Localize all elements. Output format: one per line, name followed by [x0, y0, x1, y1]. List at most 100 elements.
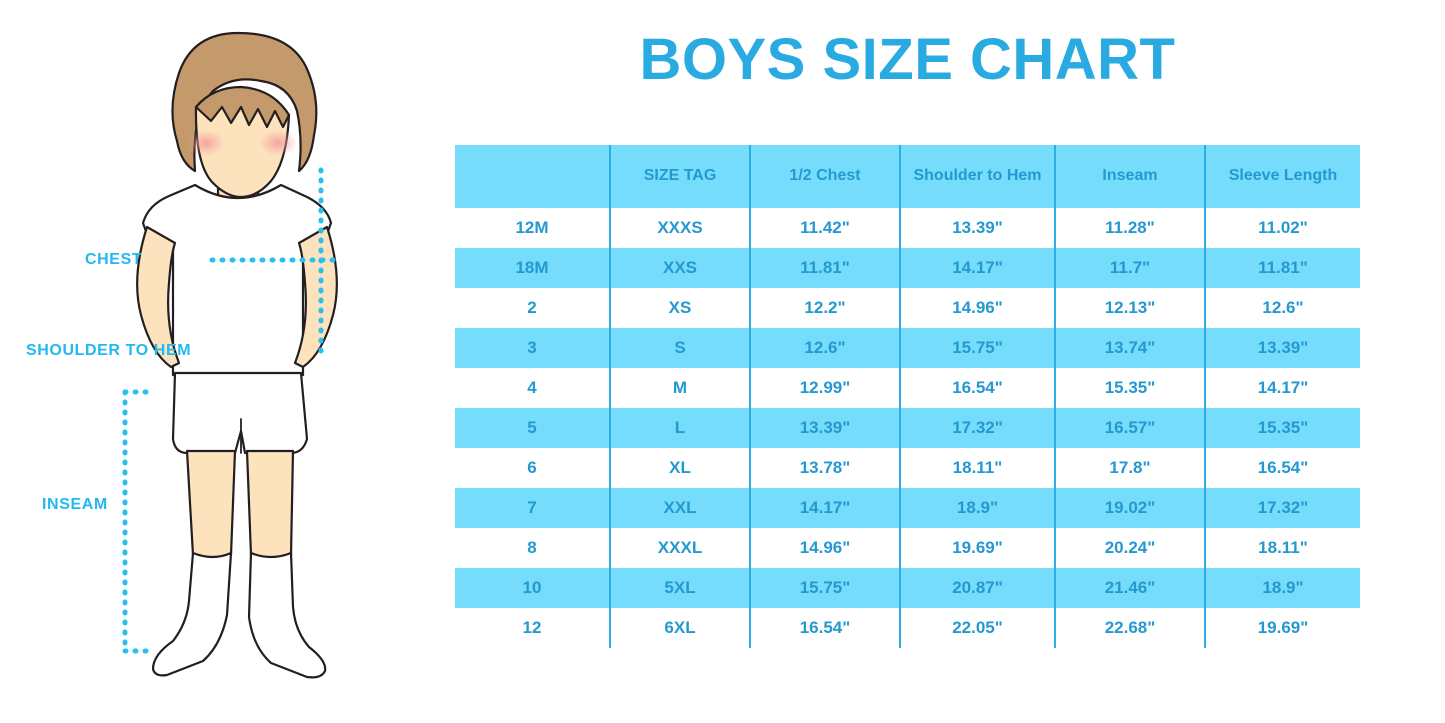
table-row: 6 XL 13.78" 18.11" 17.8" 16.54" — [455, 448, 1360, 488]
cell-sleeve-length: 18.11" — [1204, 528, 1360, 568]
column-header-half-chest: 1/2 Chest — [749, 145, 900, 208]
shorts — [171, 371, 309, 455]
cell-inseam: 15.35" — [1054, 368, 1205, 408]
cell-size-tag: XXXL — [609, 528, 750, 568]
table-row: 4 M 12.99" 16.54" 15.35" 14.17" — [455, 368, 1360, 408]
cheek-right — [259, 130, 297, 156]
cell-size-tag: XXXS — [609, 208, 750, 248]
cell-size-tag: XXS — [609, 248, 750, 288]
cell-half-chest: 12.2" — [749, 288, 900, 328]
cell-size: 10 — [455, 568, 610, 608]
cell-half-chest: 11.42" — [749, 208, 900, 248]
cell-size: 12 — [455, 608, 610, 648]
cell-size: 12M — [455, 208, 610, 248]
cell-size: 5 — [455, 408, 610, 448]
cell-half-chest: 13.39" — [749, 408, 900, 448]
cell-sleeve-length: 12.6" — [1204, 288, 1360, 328]
thigh-left — [185, 449, 237, 561]
cell-size-tag: S — [609, 328, 750, 368]
cell-size: 2 — [455, 288, 610, 328]
table-row: 5 L 13.39" 17.32" 16.57" 15.35" — [455, 408, 1360, 448]
boy-illustration-panel: CHEST SHOULDER TO HEM INSEAM — [0, 0, 455, 723]
column-header-size — [455, 145, 610, 208]
cell-inseam: 21.46" — [1054, 568, 1205, 608]
cell-size: 3 — [455, 328, 610, 368]
cell-size: 8 — [455, 528, 610, 568]
cell-shoulder-to-hem: 18.9" — [899, 488, 1055, 528]
cell-sleeve-length: 13.39" — [1204, 328, 1360, 368]
cell-inseam: 20.24" — [1054, 528, 1205, 568]
table-header: SIZE TAG 1/2 Chest Shoulder to Hem Insea… — [455, 145, 1360, 208]
cell-sleeve-length: 19.69" — [1204, 608, 1360, 648]
cell-shoulder-to-hem: 14.96" — [899, 288, 1055, 328]
cell-sleeve-length: 14.17" — [1204, 368, 1360, 408]
boy-figure — [122, 31, 338, 679]
arm-right — [293, 225, 338, 369]
cell-inseam: 16.57" — [1054, 408, 1205, 448]
cell-size-tag: M — [609, 368, 750, 408]
cell-sleeve-length: 11.02" — [1204, 208, 1360, 248]
cell-sleeve-length: 15.35" — [1204, 408, 1360, 448]
table-row: 12M XXXS 11.42" 13.39" 11.28" 11.02" — [455, 208, 1360, 248]
column-header-sleeve-length: Sleeve Length — [1204, 145, 1360, 208]
inseam-guide — [122, 389, 152, 654]
cell-shoulder-to-hem: 16.54" — [899, 368, 1055, 408]
cell-shoulder-to-hem: 14.17" — [899, 248, 1055, 288]
table-row: 12 6XL 16.54" 22.05" 22.68" 19.69" — [455, 608, 1360, 648]
cell-half-chest: 11.81" — [749, 248, 900, 288]
cell-half-chest: 13.78" — [749, 448, 900, 488]
sock-left — [151, 551, 233, 677]
cell-size-tag: 5XL — [609, 568, 750, 608]
cell-shoulder-to-hem: 17.32" — [899, 408, 1055, 448]
page-title: BOYS SIZE CHART — [639, 27, 1176, 92]
thigh-right — [245, 449, 295, 561]
cell-shoulder-to-hem: 13.39" — [899, 208, 1055, 248]
table-row: 2 XS 12.2" 14.96" 12.13" 12.6" — [455, 288, 1360, 328]
cell-size: 18M — [455, 248, 610, 288]
cell-half-chest: 16.54" — [749, 608, 900, 648]
cheek-left — [187, 130, 225, 156]
cell-sleeve-length: 18.9" — [1204, 568, 1360, 608]
cell-inseam: 12.13" — [1054, 288, 1205, 328]
table-row: 7 XXL 14.17" 18.9" 19.02" 17.32" — [455, 488, 1360, 528]
label-chest: CHEST — [85, 251, 143, 268]
table-row: 10 5XL 15.75" 20.87" 21.46" 18.9" — [455, 568, 1360, 608]
cell-half-chest: 12.6" — [749, 328, 900, 368]
cell-inseam: 11.7" — [1054, 248, 1205, 288]
cell-size: 6 — [455, 448, 610, 488]
cell-size-tag: XXL — [609, 488, 750, 528]
table-row: 3 S 12.6" 15.75" 13.74" 13.39" — [455, 328, 1360, 368]
label-shoulder-to-hem: SHOULDER TO HEM — [26, 342, 192, 359]
bangs — [194, 85, 291, 129]
cell-sleeve-length: 16.54" — [1204, 448, 1360, 488]
cell-size: 4 — [455, 368, 610, 408]
size-chart-table: SIZE TAG 1/2 Chest Shoulder to Hem Insea… — [455, 145, 1360, 648]
column-header-size-tag: SIZE TAG — [609, 145, 750, 208]
cell-half-chest: 14.96" — [749, 528, 900, 568]
cell-half-chest: 12.99" — [749, 368, 900, 408]
cell-inseam: 11.28" — [1054, 208, 1205, 248]
arm-left — [136, 225, 181, 369]
cell-inseam: 19.02" — [1054, 488, 1205, 528]
hair — [171, 31, 318, 173]
table-row: 18M XXS 11.81" 14.17" 11.7" 11.81" — [455, 248, 1360, 288]
cell-inseam: 22.68" — [1054, 608, 1205, 648]
table-header-row: SIZE TAG 1/2 Chest Shoulder to Hem Insea… — [455, 145, 1360, 208]
cell-shoulder-to-hem: 18.11" — [899, 448, 1055, 488]
cell-shoulder-to-hem: 19.69" — [899, 528, 1055, 568]
cell-shoulder-to-hem: 22.05" — [899, 608, 1055, 648]
cell-shoulder-to-hem: 15.75" — [899, 328, 1055, 368]
cell-sleeve-length: 17.32" — [1204, 488, 1360, 528]
column-header-shoulder-to-hem: Shoulder to Hem — [899, 145, 1055, 208]
sock-right — [247, 551, 327, 679]
table-row: 8 XXXL 14.96" 19.69" 20.24" 18.11" — [455, 528, 1360, 568]
cell-size-tag: 6XL — [609, 608, 750, 648]
column-header-inseam: Inseam — [1054, 145, 1205, 208]
cell-size-tag: XL — [609, 448, 750, 488]
cell-sleeve-length: 11.81" — [1204, 248, 1360, 288]
cell-half-chest: 14.17" — [749, 488, 900, 528]
cell-inseam: 17.8" — [1054, 448, 1205, 488]
cell-size-tag: XS — [609, 288, 750, 328]
cell-half-chest: 15.75" — [749, 568, 900, 608]
